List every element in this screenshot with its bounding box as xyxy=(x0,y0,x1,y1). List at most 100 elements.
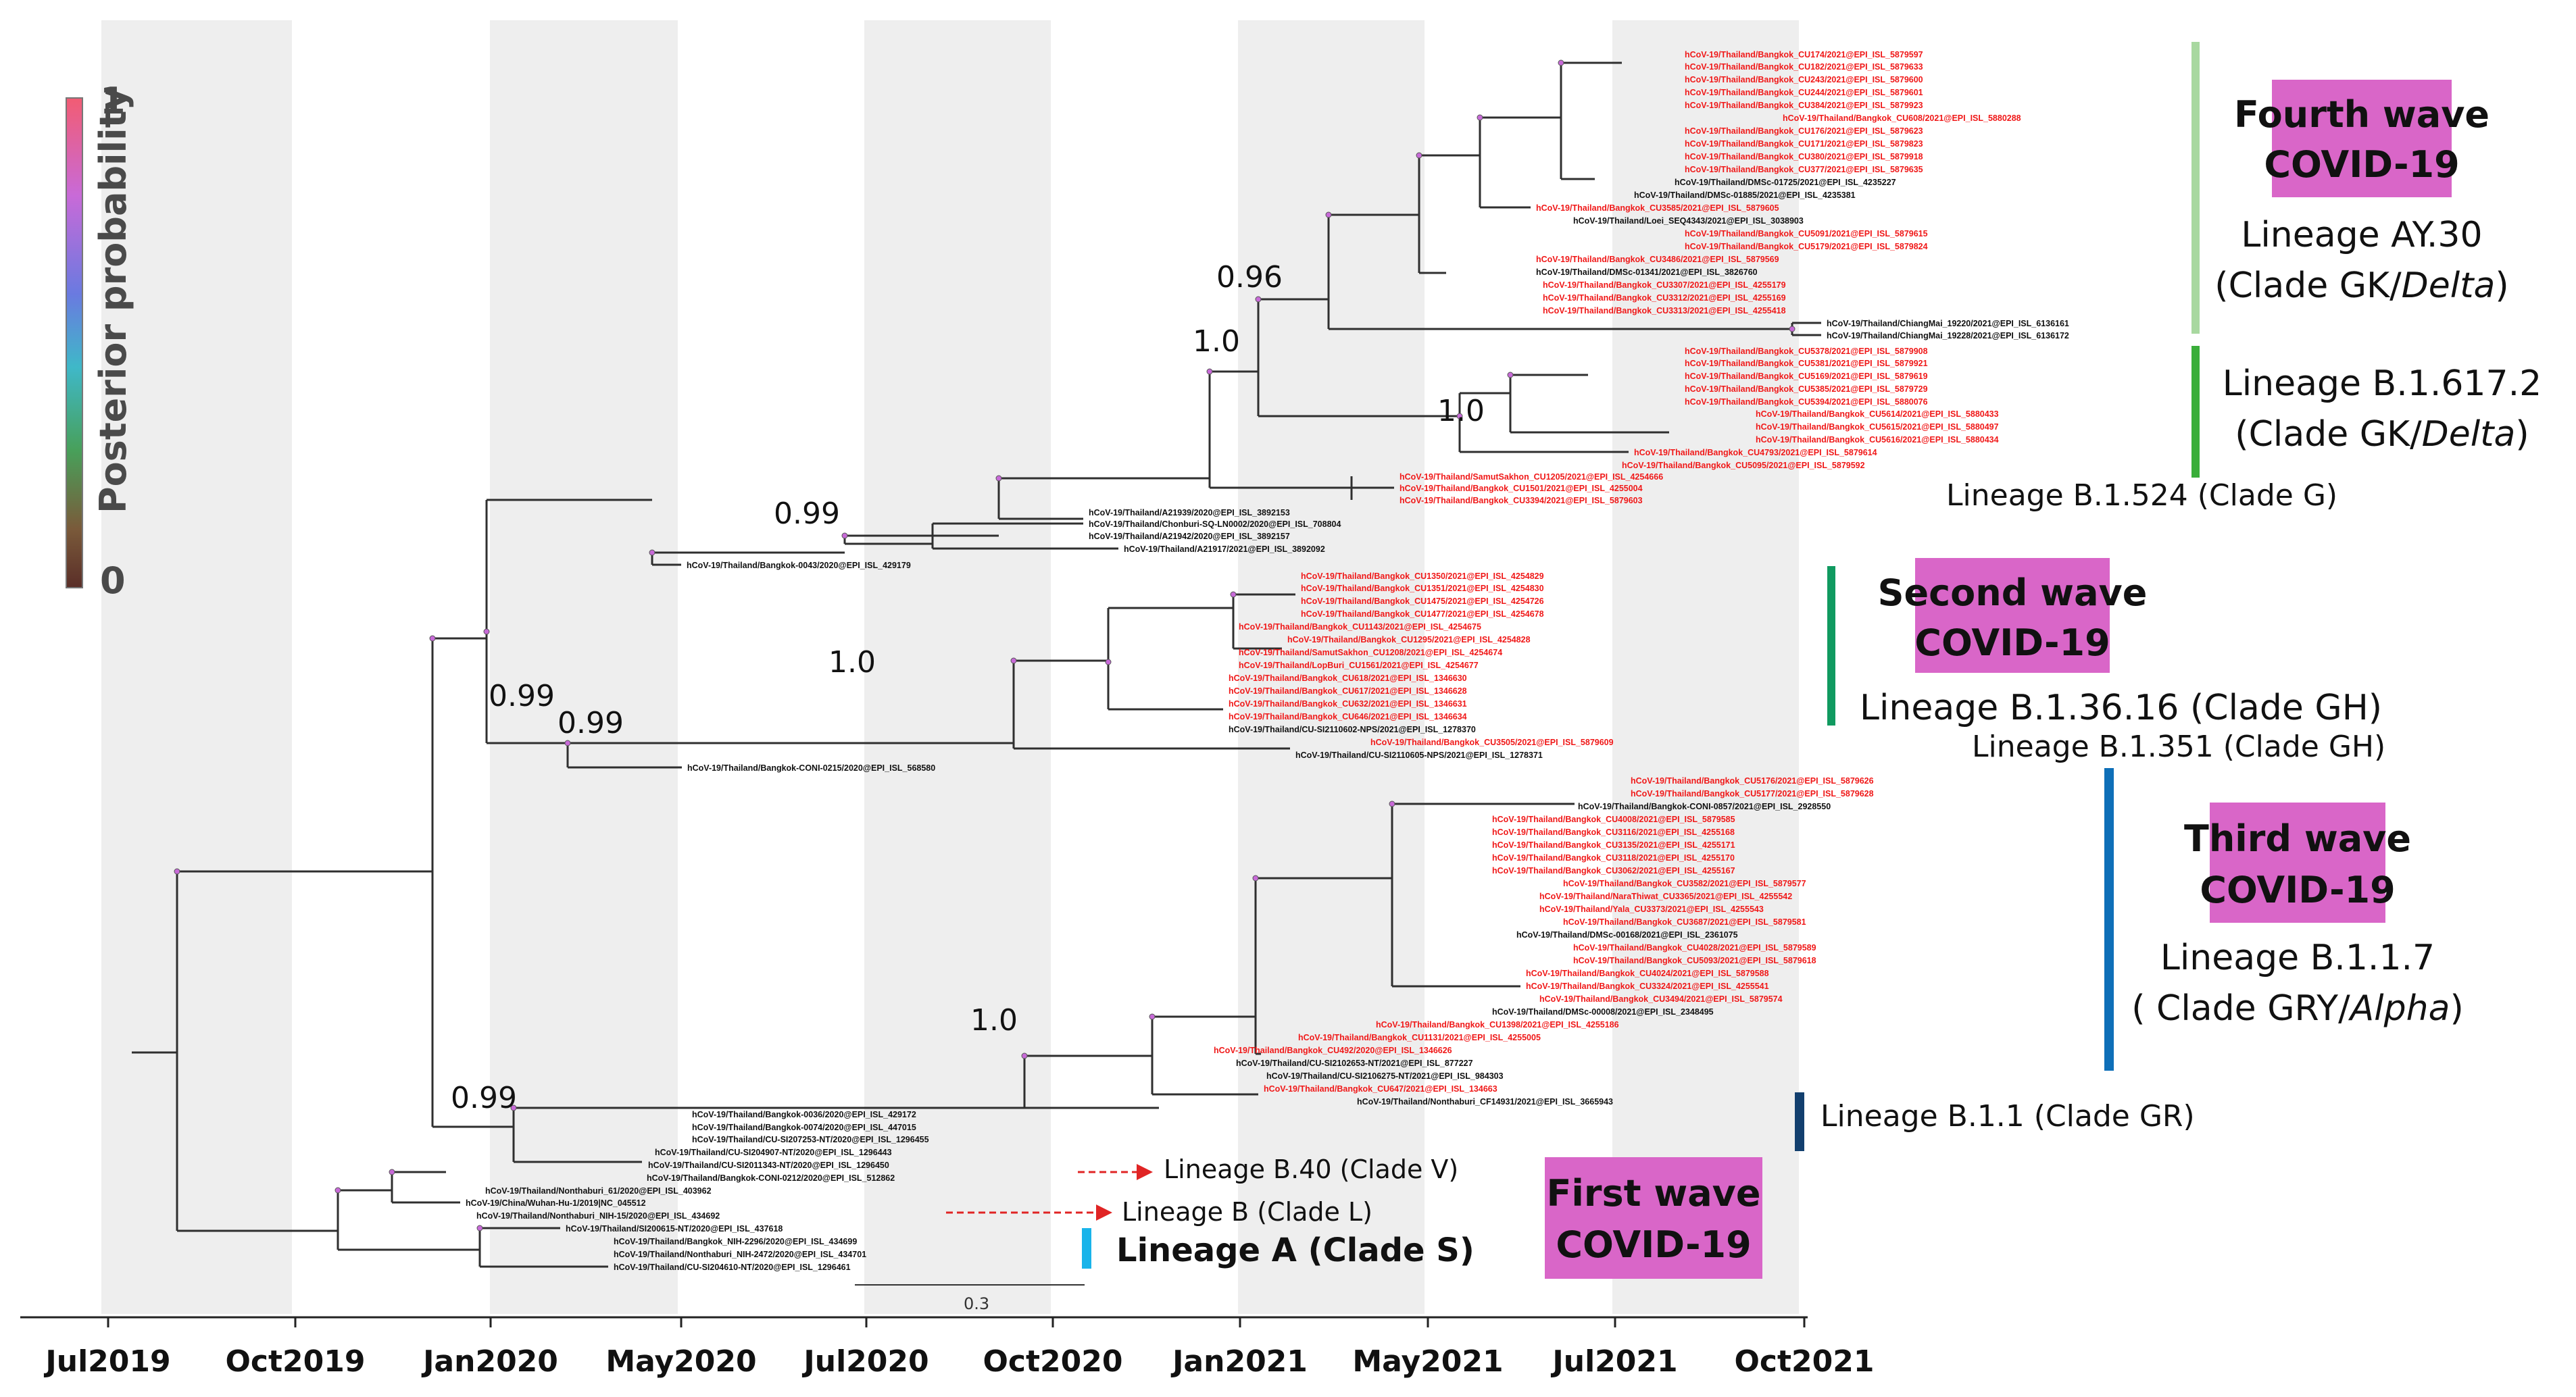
tip-label: hCoV-19/Thailand/Bangkok_CU4028/2021@EPI… xyxy=(1573,943,1816,952)
tip-label: hCoV-19/Thailand/Bangkok_CU617/2021@EPI_… xyxy=(1229,686,1467,696)
tip-label: hCoV-19/Thailand/CU-SI2106275-NT/2021@EP… xyxy=(1266,1071,1504,1081)
tree-branch xyxy=(1023,1055,1159,1109)
tree-node xyxy=(174,868,180,875)
tip-label: hCoV-19/Thailand/Bangkok_CU5093/2021@EPI… xyxy=(1573,956,1816,965)
tip-label: hCoV-19/Thailand/Chonburi-SQ-LN0002/2020… xyxy=(1089,519,1341,529)
tree-node xyxy=(995,475,1002,482)
tip-label: hCoV-19/Thailand/Bangkok_CU174/2021@EPI_… xyxy=(1685,50,1923,59)
lineage-b117-clade-prefix: ( Clade GRY/ xyxy=(2131,988,2350,1029)
tip-label: hCoV-19/Thailand/DMSc-01885/2021@EPI_ISL… xyxy=(1634,190,1856,200)
tree-branch xyxy=(1151,1015,1258,1096)
tree-branch xyxy=(997,477,1210,520)
tip-label: hCoV-19/Thailand/Bangkok_CU1477/2021@EPI… xyxy=(1301,609,1544,619)
lineage-b11-label: Lineage B.1.1 (Clade GR) xyxy=(1820,1099,2195,1134)
tip-label: hCoV-19/Thailand/Bangkok_CU171/2021@EPI_… xyxy=(1685,139,1923,149)
tree-node xyxy=(1230,591,1237,598)
axis-tick-label: Jan2020 xyxy=(421,1344,558,1379)
lineage-ay30-clade: (Clade GK/Delta) xyxy=(2214,265,2508,306)
tip-label: hCoV-19/Thailand/Nonthaburi_61/2020@EPI_… xyxy=(485,1186,712,1196)
support-values: 1.0 0.96 1.0 0.99 1.0 0.99 0.99 1.0 0.99 xyxy=(451,260,1485,1115)
tree-branch xyxy=(1254,877,1392,1055)
wave-box-second-line1: Second wave xyxy=(1878,572,2148,614)
wave-box-third-line1: Third wave xyxy=(2184,817,2411,860)
tip-label: hCoV-19/Thailand/Loei_SEQ4343/2021@EPI_I… xyxy=(1573,216,1804,226)
tree-branch xyxy=(1391,803,1575,988)
tip-label: hCoV-19/Thailand/DMSc-01341/2021@EPI_ISL… xyxy=(1536,268,1758,277)
tip-labels: hCoV-19/Thailand/Bangkok_CU174/2021@EPI_… xyxy=(466,50,2069,1272)
tip-label: hCoV-19/Thailand/Bangkok_CU3582/2021@EPI… xyxy=(1563,879,1806,888)
tip-label: hCoV-19/Thailand/Bangkok_CU244/2021@EPI_… xyxy=(1685,88,1923,97)
wave-box-second-bg xyxy=(1915,558,2110,673)
tree-branch xyxy=(1012,659,1290,750)
tip-label: hCoV-19/Thailand/ChiangMai_19228/2021@EP… xyxy=(1827,331,2069,340)
tree-branch xyxy=(337,1189,480,1251)
tip-label: hCoV-19/Thailand/NaraThiwat_CU3365/2021@… xyxy=(1539,892,1792,901)
tip-label: hCoV-19/Thailand/Bangkok_CU380/2021@EPI_… xyxy=(1685,152,1923,161)
tree-branch xyxy=(478,1227,608,1268)
tip-label: hCoV-19/Thailand/Bangkok_CU4008/2021@EPI… xyxy=(1492,815,1735,824)
tip-label: hCoV-19/Thailand/Bangkok_CU1350/2021@EPI… xyxy=(1301,572,1544,581)
tree-node xyxy=(1206,368,1213,375)
time-band xyxy=(1612,20,1799,1314)
lineage-b16172-clade-suffix: ) xyxy=(2515,414,2529,455)
wave-box-fourth: Fourth wave COVID-19 xyxy=(2234,80,2490,197)
tip-label: hCoV-19/Thailand/Bangkok_CU3687/2021@EPI… xyxy=(1563,917,1806,927)
axis-tick-label: Oct2021 xyxy=(1735,1344,1875,1379)
tip-label: hCoV-19/Thailand/CU-SI207253-NT/2020@EPI… xyxy=(692,1135,929,1144)
tip-label: hCoV-19/Thailand/Bangkok_CU3313/2021@EPI… xyxy=(1543,306,1786,315)
tip-label: hCoV-19/Thailand/Bangkok_CU492/2020@EPI_… xyxy=(1214,1046,1452,1055)
wave-boxes: Fourth wave COVID-19 Second wave COVID-1… xyxy=(1545,80,2490,1279)
axis-tick-label: May2020 xyxy=(605,1344,756,1379)
tip-label: hCoV-19/Thailand/Bangkok_CU5394/2021@EPI… xyxy=(1685,397,1928,407)
tree-branch xyxy=(132,870,432,1232)
tree-branch xyxy=(1560,61,1622,180)
support-value: 1.0 xyxy=(970,1003,1018,1038)
wave-box-third-line2: COVID-19 xyxy=(2200,869,2395,911)
tip-label: hCoV-19/Thailand/SamutSakhon_CU1208/2021… xyxy=(1239,648,1502,657)
lineage-b1524-label: Lineage B.1.524 (Clade G) xyxy=(1946,478,2337,513)
wave-box-second: Second wave COVID-19 xyxy=(1878,558,2148,673)
tip-label: hCoV-19/Thailand/Bangkok_CU618/2021@EPI_… xyxy=(1229,674,1467,683)
tip-label: hCoV-19/Thailand/Bangkok_CU4024/2021@EPI… xyxy=(1526,969,1769,978)
lineage-b117-clade-variant: Alpha xyxy=(2348,988,2450,1029)
tip-label: hCoV-19/Thailand/Bangkok_CU182/2021@EPI_… xyxy=(1685,62,1923,72)
tip-label: hCoV-19/Thailand/Bangkok_NIH-2296/2020@E… xyxy=(614,1237,857,1246)
tree-node xyxy=(1507,372,1514,378)
tree-node xyxy=(1416,152,1422,159)
tip-label: hCoV-19/Thailand/Bangkok_CU3307/2021@EPI… xyxy=(1543,280,1786,290)
tree-node xyxy=(1010,657,1017,664)
tree-node xyxy=(476,1225,483,1231)
tip-label: hCoV-19/Thailand/Nonthaburi_NIH-15/2020@… xyxy=(476,1211,720,1221)
clade-bars xyxy=(1082,42,2200,1269)
lineage-bar-b11 xyxy=(1795,1092,1804,1151)
lineage-b-label: Lineage B (Clade L) xyxy=(1122,1197,1372,1227)
lineage-ay30-clade-suffix: ) xyxy=(2495,265,2508,306)
tip-label: hCoV-19/Thailand/Bangkok-0074/2020@EPI_I… xyxy=(692,1123,916,1132)
tip-label: hCoV-19/Thailand/Bangkok_CU3062/2021@EPI… xyxy=(1492,866,1735,875)
tree-branch xyxy=(431,637,514,1128)
tip-label: hCoV-19/Thailand/SI200615-NT/2020@EPI_IS… xyxy=(566,1224,783,1234)
wave-box-first-bg xyxy=(1545,1157,1762,1279)
scale-bar-label: 0.3 xyxy=(964,1294,989,1313)
lineage-bar-b16172 xyxy=(2191,346,2200,478)
tip-label: hCoV-19/Thailand/DMSc-01725/2021@EPI_ISL… xyxy=(1675,178,1896,187)
tree-node xyxy=(510,1104,517,1111)
tip-label: hCoV-19/Thailand/Bangkok_CU1351/2021@EPI… xyxy=(1301,584,1544,593)
tip-label: hCoV-19/Thailand/ChiangMai_19220/2021@EP… xyxy=(1827,319,2069,328)
tip-label: hCoV-19/Thailand/Bangkok_CU5378/2021@EPI… xyxy=(1685,347,1928,356)
axis-tick-label: May2021 xyxy=(1352,1344,1503,1379)
tip-label: hCoV-19/Thailand/Bangkok-CONI-0215/2020@… xyxy=(687,763,935,773)
tree-node xyxy=(483,628,490,635)
axis-tick-label: Oct2020 xyxy=(983,1344,1123,1379)
tree-branch xyxy=(1350,476,1394,500)
tree-node xyxy=(1255,296,1262,303)
tip-label: hCoV-19/Thailand/Nonthaburi_CF14931/2021… xyxy=(1357,1097,1613,1107)
tree-branch xyxy=(1372,392,1629,453)
tree-branch xyxy=(931,522,1118,550)
tree-branch xyxy=(1418,154,1480,274)
tip-label: hCoV-19/Thailand/Bangkok_CU1143/2021@EPI… xyxy=(1239,622,1481,632)
tip-label: hCoV-19/Thailand/Bangkok_CU646/2021@EPI_… xyxy=(1229,712,1467,721)
wave-box-third: Third wave COVID-19 xyxy=(2184,803,2411,923)
lineage-b13616-label: Lineage B.1.36.16 (Clade GH) xyxy=(1860,688,2382,728)
